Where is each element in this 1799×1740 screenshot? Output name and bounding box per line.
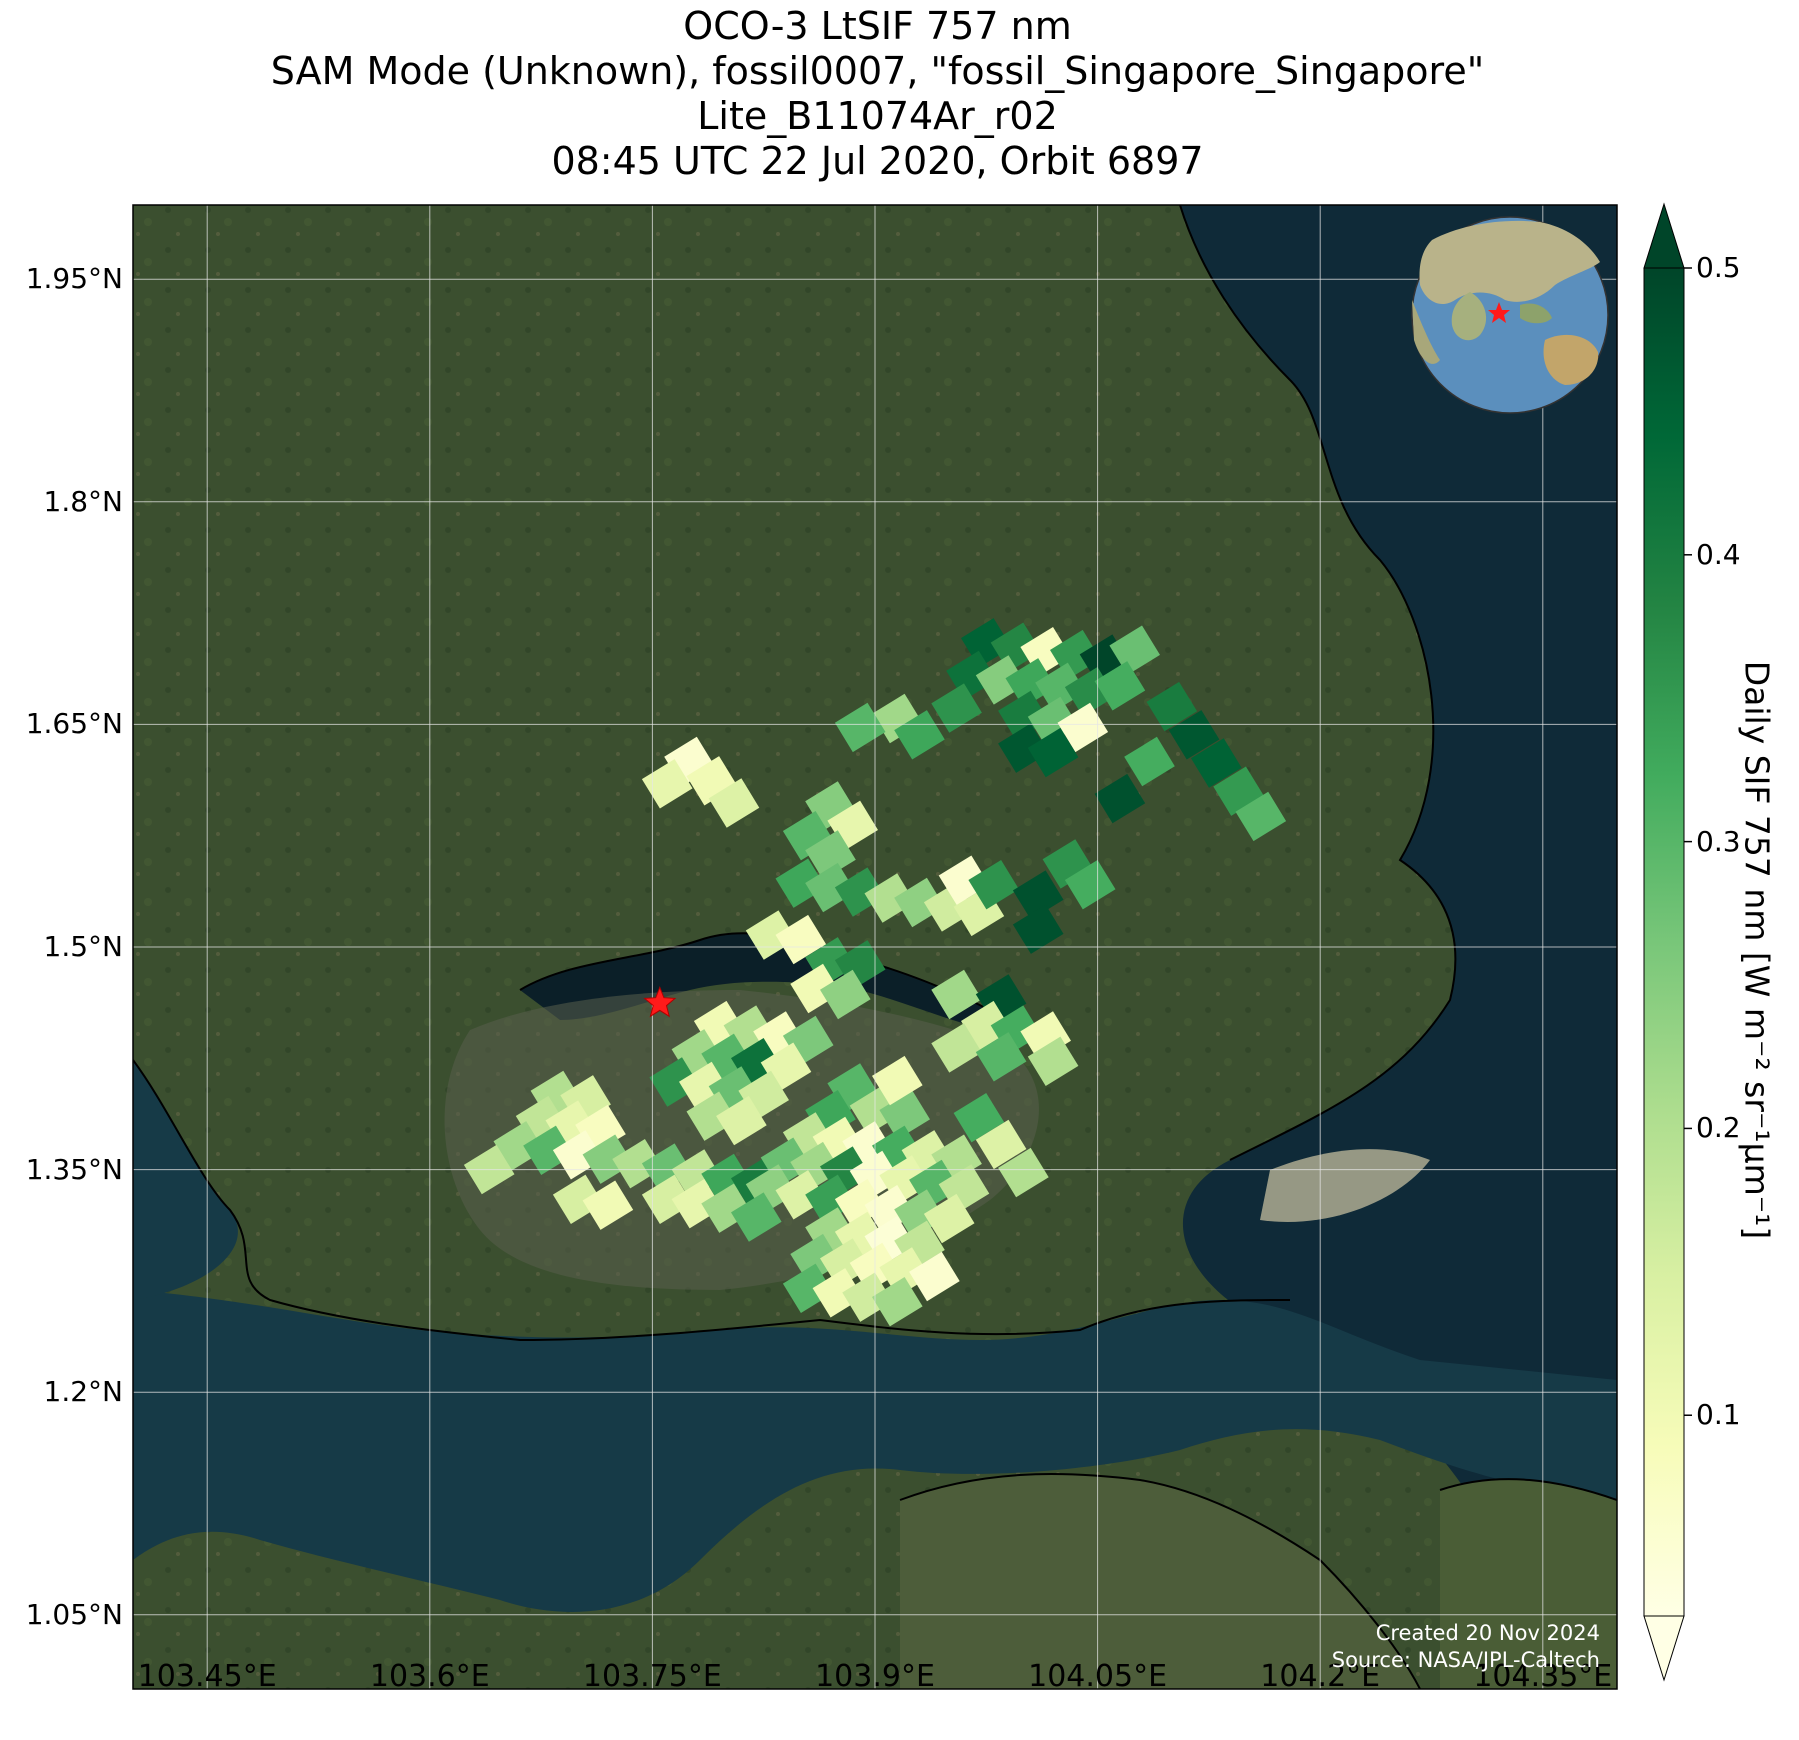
sif-footprint [953, 1093, 1005, 1143]
sif-footprint [975, 1119, 1027, 1170]
sif-footprint [872, 1277, 923, 1327]
lon-tick-label: 103.75°E [582, 1659, 722, 1694]
lon-tick-label: 104.2°E [1260, 1659, 1381, 1694]
sif-footprint [1146, 681, 1198, 732]
coastline-east [1179, 205, 1457, 1161]
sif-footprint [708, 778, 760, 828]
credit-created: Created 20 Nov 2024 [1375, 1621, 1600, 1645]
target-star-icon [643, 986, 677, 1018]
sif-footprint [975, 1032, 1027, 1082]
sif-footprint [834, 702, 886, 753]
figure-title: OCO-3 LtSIF 757 nm SAM Mode (Unknown), f… [0, 4, 1755, 184]
colorbar-tick-label: 0.5 [1696, 251, 1741, 284]
sif-footprint [894, 710, 945, 760]
sif-footprint [1064, 860, 1116, 910]
colorbar-tick-label: 0.1 [1696, 1398, 1741, 1432]
colorbar [1643, 202, 1692, 1682]
map-frame [132, 204, 1618, 1690]
globe-star-icon [1488, 302, 1510, 323]
bintan-island [1440, 1479, 1617, 1689]
lat-tick-label: 1.05°N [25, 1597, 123, 1631]
sif-footprint [731, 1192, 782, 1242]
sif-footprint [1012, 870, 1064, 920]
sif-footprint [1109, 625, 1160, 675]
lon-tick-label: 103.6°E [369, 1659, 490, 1694]
sand-bank [1260, 1149, 1430, 1222]
riau-islands [900, 1474, 1420, 1689]
sif-footprint [1191, 738, 1242, 788]
lon-tick-label: 103.45°E [137, 1659, 277, 1694]
title-line-4: 08:45 UTC 22 Jul 2020, Orbit 6897 [551, 139, 1204, 183]
globe-sea-asia [1520, 303, 1552, 324]
colorbar-frame [1643, 267, 1685, 1617]
sif-footprint [1057, 702, 1109, 753]
credit-source: Source: NASA/JPL-Caltech [1331, 1648, 1600, 1672]
gridlines [133, 205, 1617, 1689]
west-water [133, 1060, 238, 1300]
sif-footprint [820, 969, 871, 1020]
sif-footprint [931, 1023, 982, 1073]
colorbar-gradient [1644, 268, 1684, 1616]
globe-africa [1412, 300, 1440, 364]
coastline-south [133, 1059, 1291, 1342]
sif-footprint [1027, 1036, 1079, 1086]
colorbar-label: Daily SIF 757 nm [W m⁻² sr⁻¹μm⁻¹] [1737, 660, 1777, 1240]
sif-footprint [931, 683, 982, 733]
sif-footprint [1094, 773, 1146, 824]
sif-footprint [872, 1055, 923, 1106]
sif-footprint [1235, 791, 1287, 842]
sif-footprint [716, 1095, 767, 1146]
title-line-2: SAM Mode (Unknown), fossil0007, "fossil_… [270, 49, 1485, 93]
title-line-1: OCO-3 LtSIF 757 nm [683, 4, 1072, 48]
colorbar-tick-label: 0.4 [1696, 537, 1741, 571]
sif-footprint [1094, 661, 1146, 711]
lon-tick-label: 104.05°E [1028, 1659, 1168, 1694]
sif-footprint [968, 860, 1019, 910]
credit-text: Created 20 Nov 2024 Source: NASA/JPL-Cal… [1180, 1620, 1600, 1674]
lon-tick-label: 103.9°E [815, 1659, 935, 1694]
sif-footprint [1124, 736, 1175, 787]
colorbar-extend-max [1643, 202, 1685, 269]
sif-footprint [1168, 710, 1220, 760]
johor-strait [520, 933, 990, 1030]
globe-australia [1543, 334, 1599, 385]
inset-globe [1411, 216, 1609, 414]
title-line-3: Lite_B11074Ar_r02 [697, 94, 1058, 138]
sif-footprint [1027, 727, 1079, 778]
sif-footprint [641, 759, 693, 809]
colorbar-extend-min [1643, 1615, 1685, 1682]
lon-tick-label: 104.35°E [1473, 1659, 1613, 1694]
coastline-riau [899, 1473, 1421, 1689]
sif-footprint [923, 1193, 975, 1244]
sif-footprint [775, 914, 827, 965]
colorbar-tick-marks [1684, 267, 1692, 1416]
sif-footprint [998, 1147, 1049, 1198]
sif-footprint [1012, 904, 1064, 954]
colorbar-tick-label: 0.2 [1696, 1111, 1741, 1145]
globe-india [1451, 292, 1487, 341]
lat-tick-label: 1.2°N [43, 1375, 123, 1409]
globe-asia [1419, 220, 1600, 305]
lat-tick-label: 1.65°N [25, 707, 123, 741]
colorbar-tick-label: 0.3 [1696, 824, 1741, 858]
coastline-bintan [1439, 1478, 1617, 1501]
lat-tick-label: 1.8°N [43, 484, 123, 518]
sif-footprint [931, 969, 982, 1020]
lat-tick-label: 1.35°N [25, 1152, 123, 1186]
sif-footprint [582, 1180, 634, 1230]
sif-footprint [805, 830, 856, 880]
lat-tick-label: 1.95°N [25, 262, 123, 296]
sif-footprint [909, 1251, 960, 1302]
sif-soundings [463, 618, 1287, 1327]
basemap [133, 205, 1617, 1689]
lat-tick-label: 1.5°N [43, 930, 123, 963]
sif-footprint [975, 655, 1027, 705]
